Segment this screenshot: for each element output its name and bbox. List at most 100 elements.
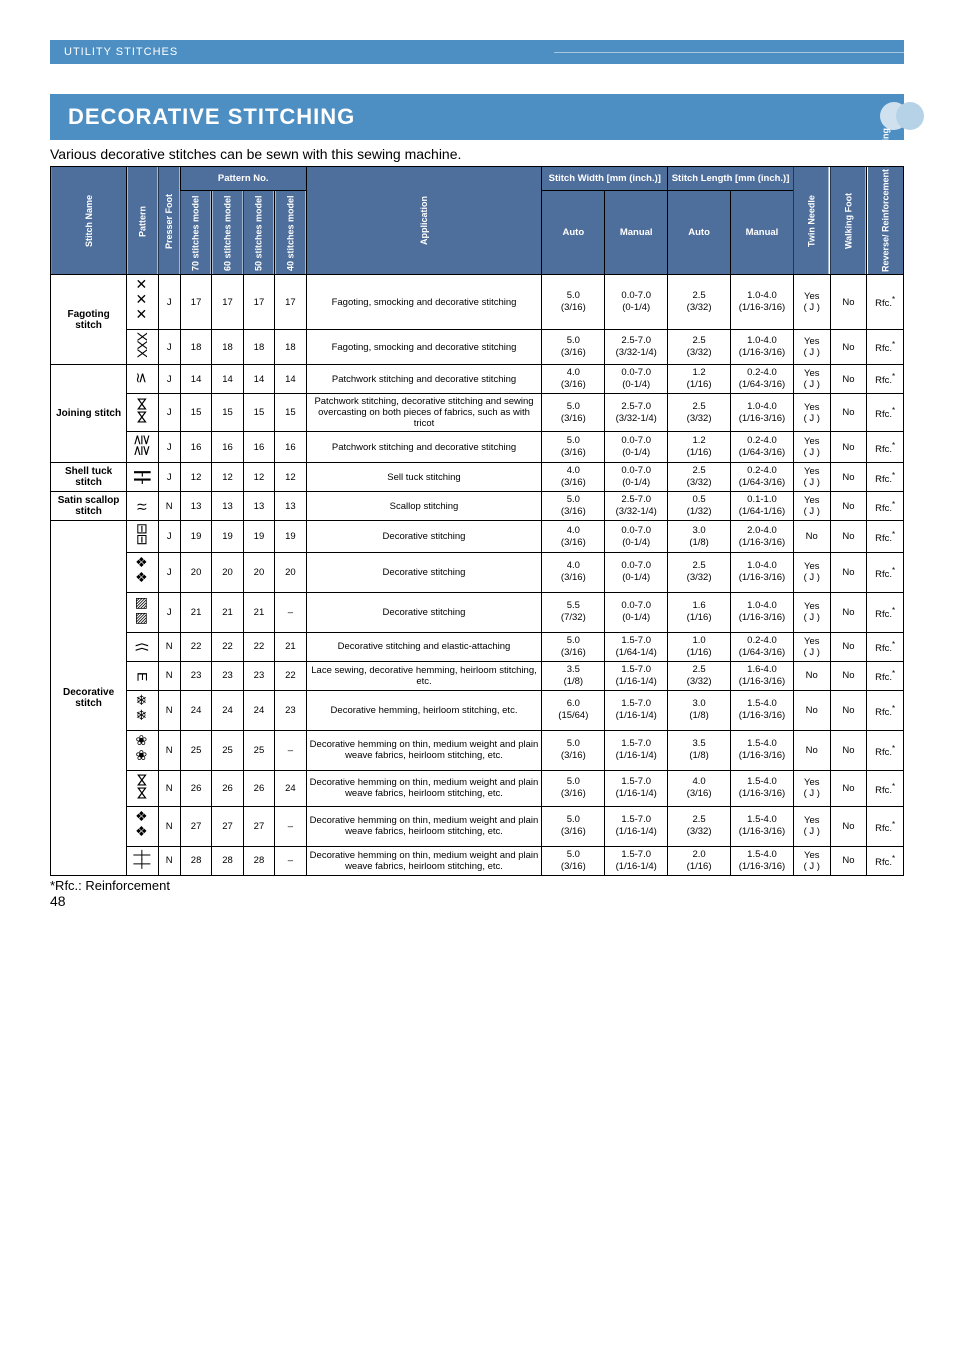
cell-rev: Rfc.* [867, 492, 904, 521]
cell-pattern-no: 12 [212, 463, 243, 492]
cell-pattern-no: 13 [180, 492, 211, 521]
cell-pattern-no: 17 [275, 275, 306, 330]
cell-rev: Rfc.* [867, 521, 904, 552]
cell-wman: 2.5-7.0(3/32-1/4) [605, 492, 668, 521]
cell-wauto: 3.5(1/8) [542, 661, 605, 690]
cell-lman: 1.0-4.0(1/16-3/16) [731, 394, 794, 432]
cell-pattern-glyph: ⋈⋈ [127, 394, 158, 432]
cell-pattern-no: 28 [243, 846, 274, 875]
section-header: UTILITY STITCHES [50, 40, 904, 64]
cell-wman: 2.5-7.0(3/32-1/4) [605, 394, 668, 432]
cell-pattern-no: 23 [212, 661, 243, 690]
cell-twin: Yes( J ) [793, 275, 830, 330]
cell-pattern-glyph: XXX [127, 330, 158, 365]
col-wman: Manual [605, 191, 668, 275]
cell-presser-foot: J [158, 275, 180, 330]
cell-rev: Rfc.* [867, 365, 904, 394]
cell-pattern-no: 20 [180, 552, 211, 592]
cell-wauto: 5.0(3/16) [542, 770, 605, 806]
table-row: ⋈⋈N26262624Decorative hemming on thin, m… [51, 770, 904, 806]
cell-presser-foot: N [158, 632, 180, 661]
cell-walk: No [830, 632, 867, 661]
cell-lauto: 2.5(3/32) [668, 661, 731, 690]
table-row: ❖❖N272727–Decorative hemming on thin, me… [51, 806, 904, 846]
cell-walk: No [830, 365, 867, 394]
cell-twin: Yes( J ) [793, 432, 830, 463]
cell-application: Decorative stitching [306, 592, 542, 632]
col-m70: 70 stitches model [180, 191, 211, 275]
cell-wauto: 4.0(3/16) [542, 365, 605, 394]
cell-application: Decorative hemming, heirloom stitching, … [306, 690, 542, 730]
page-title: DECORATIVE STITCHING [50, 94, 904, 140]
cell-rev: Rfc.* [867, 432, 904, 463]
cell-pattern-glyph: ❖❖ [127, 552, 158, 592]
table-row: Satin scallop stitch≀≀N13131313Scallop s… [51, 492, 904, 521]
cell-lman: 1.5-4.0(1/16-3/16) [731, 846, 794, 875]
cell-application: Decorative hemming on thin, medium weigh… [306, 730, 542, 770]
cell-twin: No [793, 730, 830, 770]
cell-pattern-glyph: ⟨⟨ [127, 632, 158, 661]
cell-twin: Yes( J ) [793, 492, 830, 521]
cell-pattern-no: 25 [243, 730, 274, 770]
cell-rev: Rfc.* [867, 275, 904, 330]
cell-walk: No [830, 770, 867, 806]
cell-wman: 0.0-7.0(0-1/4) [605, 432, 668, 463]
table-row: Fagoting stitch✕✕✕J17171717Fagoting, smo… [51, 275, 904, 330]
cell-application: Sell tuck stitching [306, 463, 542, 492]
cell-pattern-no: 19 [275, 521, 306, 552]
cell-lman: 0.1-1.0(1/64-1/16) [731, 492, 794, 521]
cell-application: Patchwork stitching and decorative stitc… [306, 365, 542, 394]
cell-pattern-no: 12 [243, 463, 274, 492]
cell-lauto: 1.2(1/16) [668, 365, 731, 394]
cell-pattern-glyph: ≀≀ [127, 492, 158, 521]
col-m40: 40 stitches model [275, 191, 306, 275]
cell-lauto: 1.6(1/16) [668, 592, 731, 632]
cell-pattern-no: 24 [275, 770, 306, 806]
cell-wman: 0.0-7.0(0-1/4) [605, 552, 668, 592]
table-row: ❄❄N24242423Decorative hemming, heirloom … [51, 690, 904, 730]
cell-pattern-no: 17 [243, 275, 274, 330]
cell-pattern-no: 20 [243, 552, 274, 592]
cell-pattern-glyph: ❖❖ [127, 806, 158, 846]
cell-twin: Yes( J ) [793, 552, 830, 592]
cell-presser-foot: J [158, 552, 180, 592]
cell-walk: No [830, 661, 867, 690]
cell-application: Lace sewing, decorative hemming, heirloo… [306, 661, 542, 690]
cell-lman: 1.0-4.0(1/16-3/16) [731, 275, 794, 330]
cell-wman: 0.0-7.0(0-1/4) [605, 365, 668, 394]
cell-pattern-no: 25 [212, 730, 243, 770]
cell-presser-foot: J [158, 394, 180, 432]
cell-pattern-no: – [275, 806, 306, 846]
cell-stitch-name: Satin scallop stitch [51, 492, 127, 521]
table-row: XXXJ18181818Fagoting, smocking and decor… [51, 330, 904, 365]
cell-wauto: 6.0(15/64) [542, 690, 605, 730]
cell-lman: 0.2-4.0(1/64-3/16) [731, 632, 794, 661]
cell-application: Patchwork stitching and decorative stitc… [306, 432, 542, 463]
col-rev: Reverse/ Reinforcement Stitching [867, 167, 904, 275]
cell-lman: 0.2-4.0(1/64-3/16) [731, 432, 794, 463]
col-twin: Twin Needle [793, 167, 830, 275]
cell-pattern-glyph: ⋈⋈ [127, 770, 158, 806]
cell-lman: 0.2-4.0(1/64-3/16) [731, 463, 794, 492]
cell-lauto: 3.0(1/8) [668, 690, 731, 730]
cell-wman: 0.0-7.0(0-1/4) [605, 592, 668, 632]
cell-presser-foot: J [158, 365, 180, 394]
cell-wauto: 5.0(3/16) [542, 275, 605, 330]
table-row: EN23232322Lace sewing, decorative hemmin… [51, 661, 904, 690]
cell-pattern-glyph: ❄❄ [127, 690, 158, 730]
cell-lauto: 2.5(3/32) [668, 394, 731, 432]
cell-lman: 1.5-4.0(1/16-3/16) [731, 770, 794, 806]
cell-twin: Yes( J ) [793, 463, 830, 492]
cell-pattern-no: 16 [243, 432, 274, 463]
cell-rev: Rfc.* [867, 552, 904, 592]
table-row: Shell tuck stitch┠┠J12121212Sell tuck st… [51, 463, 904, 492]
cell-pattern-no: 19 [212, 521, 243, 552]
cell-application: Patchwork stitching, decorative stitchin… [306, 394, 542, 432]
cell-pattern-no: 12 [275, 463, 306, 492]
cell-stitch-name: Joining stitch [51, 365, 127, 463]
cell-rev: Rfc.* [867, 330, 904, 365]
cell-presser-foot: N [158, 806, 180, 846]
cell-rev: Rfc.* [867, 770, 904, 806]
cell-rev: Rfc.* [867, 661, 904, 690]
cell-pattern-no: 21 [243, 592, 274, 632]
